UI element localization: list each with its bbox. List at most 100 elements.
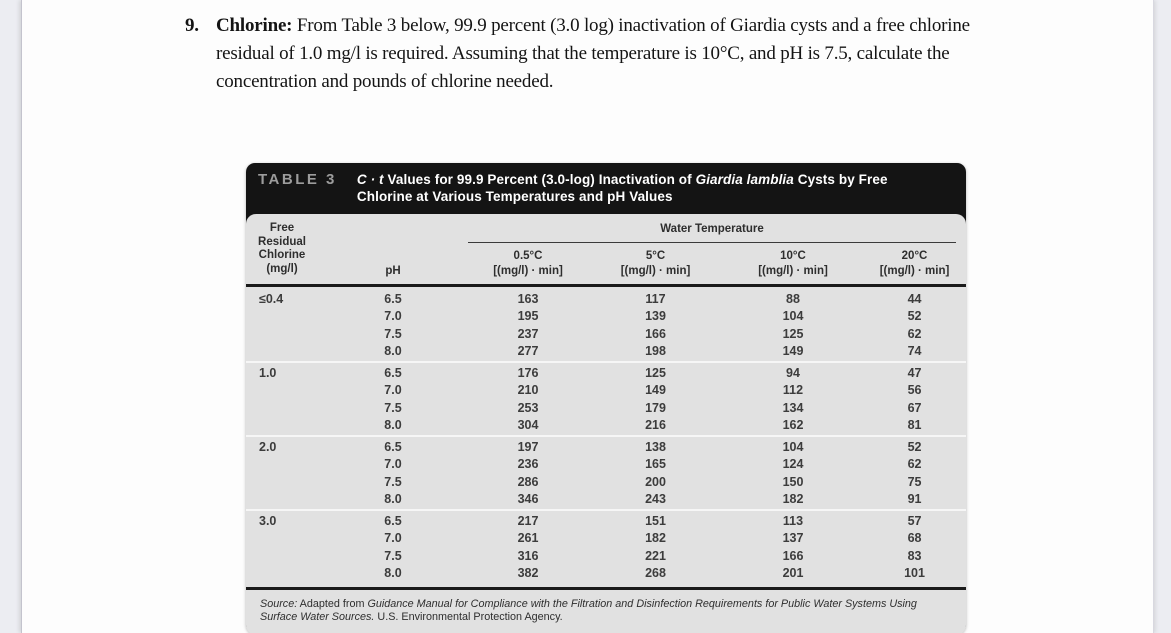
ct-value-cell: 163 (517, 291, 539, 306)
ct-value-cell: 81 (907, 418, 922, 432)
ct-value-cell: 83 (907, 548, 922, 563)
ct-value-cell: 221 (645, 548, 666, 563)
table-title: C · t Values for 99.9 Percent (3.0-log) … (357, 171, 937, 205)
ct-value-cell: 197 (468, 434, 588, 456)
table-tag: TABLE 3 (258, 171, 337, 188)
header-ph: pH (385, 265, 401, 277)
temp-unit: [(mg/l) · min] (879, 265, 950, 277)
ct-value-cell: 179 (645, 400, 666, 415)
chlorine-cell (246, 474, 318, 492)
ct-value-cell: 382 (517, 566, 539, 580)
temp-label: 0.5°C (513, 249, 543, 262)
ph-cell: 7.0 (384, 383, 402, 397)
chlorine-cell (246, 530, 318, 548)
ct-value-cell: 176 (468, 360, 588, 382)
ct-value-cell: 75 (907, 474, 922, 489)
ct-table-body: ≤0.4 6.5 163 117 88 44 7.0 195 139 104 52 7.5 237 166… (246, 285, 966, 588)
temp-label: 5°C (645, 249, 666, 262)
ct-value-cell: 56 (907, 383, 922, 397)
chlorine-cell (246, 308, 318, 326)
chlorine-cell (246, 326, 318, 344)
ph-cell: 8.0 (384, 492, 402, 506)
ct-value-cell: 162 (782, 418, 804, 432)
header-water-temperature: Water Temperature (468, 214, 966, 243)
table-row: 7.0 261 182 137 68 (246, 530, 966, 548)
table-row: 7.5 286 200 150 75 (246, 474, 966, 492)
temp-unit: [(mg/l) · min] (758, 265, 828, 277)
chlorine-cell: 1.0 (246, 360, 318, 382)
temp-label: 10°C (780, 249, 806, 262)
ct-value-cell: 151 (588, 508, 723, 530)
ph-cell: 6.5 (384, 291, 402, 306)
source-note: Source: Adapted from Guidance Manual for… (246, 590, 966, 633)
ct-value-cell: 104 (782, 309, 804, 323)
ct-value-cell: 236 (517, 457, 539, 471)
chlorine-cell (246, 382, 318, 400)
ph-cell: 8.0 (384, 566, 402, 580)
table-title-mid: Values for 99.9 Percent (3.0-log) Inacti… (383, 172, 696, 187)
ct-value-cell: 166 (645, 326, 666, 341)
ct-values-table: Free Residual Chlorine (mg/l) pH Water T… (246, 214, 966, 590)
chlorine-cell: ≤0.4 (259, 291, 284, 306)
ct-value-cell: 165 (645, 457, 666, 471)
table-row: 7.0 195 139 104 52 (246, 308, 966, 326)
header-water-temperature-label: Water Temperature (468, 223, 957, 243)
ct-value-cell: 261 (517, 531, 539, 545)
ph-cell: 6.5 (318, 434, 468, 456)
ct-value-cell: 316 (517, 548, 539, 563)
problem-number: 9. (185, 15, 199, 36)
ct-value-cell: 182 (645, 531, 666, 545)
ct-value-cell: 138 (588, 434, 723, 456)
ct-value-cell: 62 (907, 326, 922, 341)
table-row: 2.0 6.5 197 138 104 52 (246, 434, 966, 456)
source-pre: Adapted from (297, 597, 368, 610)
ct-value-cell: 149 (782, 344, 804, 358)
table-3-card: TABLE 3 C · t Values for 99.9 Percent (3… (246, 163, 966, 633)
ct-value-cell: 113 (723, 508, 863, 530)
ct-value-cell: 68 (907, 531, 922, 545)
chlorine-cell: 2.0 (246, 434, 318, 456)
ct-value-cell: 52 (907, 309, 922, 323)
ct-value-cell: 57 (863, 508, 966, 530)
ct-value-cell: 150 (782, 474, 804, 489)
table-head: Free Residual Chlorine (mg/l) pH Water T… (246, 214, 966, 285)
ct-value-cell: 94 (723, 360, 863, 382)
ct-value-cell: 117 (645, 291, 666, 306)
chlorine-cell: 3.0 (246, 508, 318, 530)
table-title-species: Giardia lamblia (695, 172, 794, 187)
ct-value-cell: 124 (782, 457, 804, 471)
source-work-title: Guidance Manual for Compliance with the … (260, 597, 917, 624)
table-row: 1.0 6.5 176 125 94 47 (246, 360, 966, 382)
ph-cell: 6.5 (318, 360, 468, 382)
table-row: 8.0 277 198 149 74 (246, 343, 966, 362)
table-body-panel: Free Residual Chlorine (mg/l) pH Water T… (246, 214, 966, 633)
table-title-tail: Cysts by Free Chlorine at Various Temper… (356, 172, 888, 204)
table-row: 7.0 236 165 124 62 (246, 456, 966, 474)
ct-value-cell: 137 (782, 531, 804, 545)
ct-value-cell: 101 (904, 566, 925, 580)
ct-value-cell: 91 (907, 492, 922, 506)
ct-value-cell: 125 (782, 326, 804, 341)
table-title-ct: C · t (356, 172, 384, 187)
problem-text: Chlorine: From Table 3 below, 99.9 perce… (216, 12, 997, 96)
ph-cell: 7.5 (384, 548, 402, 563)
ct-value-cell: 134 (782, 400, 804, 415)
table-row: 8.0 346 243 182 91 (246, 491, 966, 510)
ct-value-cell: 268 (645, 566, 666, 580)
ph-cell: 7.0 (384, 309, 402, 323)
ct-value-cell: 149 (645, 383, 666, 397)
ph-cell: 7.5 (384, 326, 402, 341)
ct-value-cell: 304 (517, 418, 539, 432)
ct-value-cell: 67 (907, 400, 922, 415)
ct-value-cell: 44 (907, 291, 922, 306)
source-label: Source: (260, 597, 298, 610)
table-row: 7.5 316 221 166 83 (246, 548, 966, 566)
ct-value-cell: 104 (723, 434, 863, 456)
problem-statement: 9. Chlorine: From Table 3 below, 99.9 pe… (185, 12, 997, 96)
ph-cell: 8.0 (384, 418, 402, 432)
ph-cell: 7.0 (384, 531, 402, 545)
problem-lead: Chlorine: (216, 15, 293, 36)
ph-cell: 7.0 (384, 457, 402, 471)
source-tail: U.S. Environmental Protection Agency. (374, 611, 563, 623)
temp-label: 20°C (901, 249, 928, 262)
